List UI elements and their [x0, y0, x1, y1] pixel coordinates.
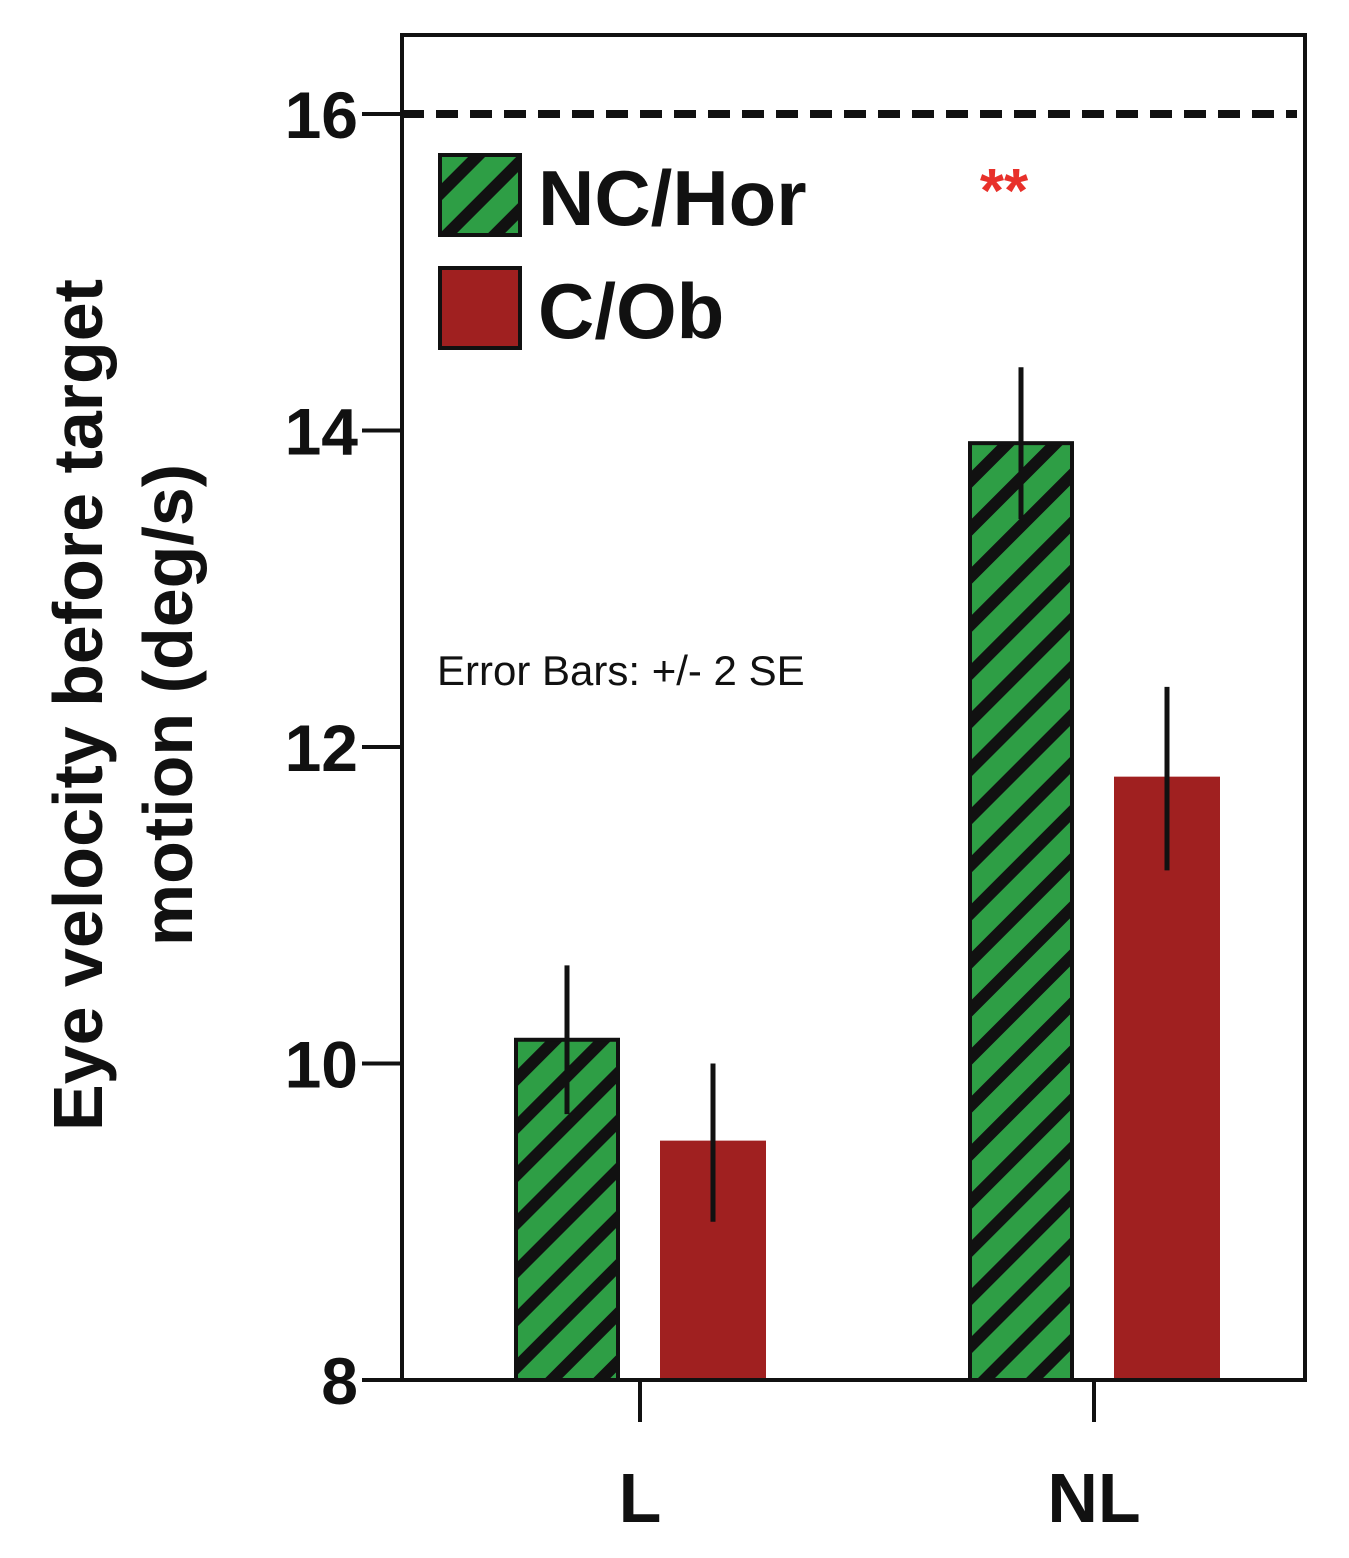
legend-swatch	[438, 266, 522, 350]
legend-label: NC/Hor	[538, 154, 807, 242]
x-category-label: NL	[1047, 1459, 1140, 1537]
y-tick-label: 12	[285, 711, 358, 785]
error-bars-note: Error Bars: +/- 2 SE	[437, 647, 805, 694]
y-axis-label: Eye velocity before target motion (deg/s)	[39, 279, 207, 1131]
y-axis-label-line-1: Eye velocity before target	[39, 279, 117, 1131]
bar-nc-hor-nl	[968, 441, 1074, 1383]
y-tick-label: 8	[321, 1344, 358, 1418]
significance-marker: **	[980, 157, 1029, 226]
plot-frame	[400, 33, 1307, 1382]
y-tick-label: 10	[285, 1028, 358, 1102]
x-category-label: L	[619, 1459, 662, 1537]
y-axis-label-line-2: motion (deg/s)	[129, 464, 207, 946]
legend-label: C/Ob	[538, 267, 724, 355]
y-tick-label: 16	[285, 78, 358, 152]
legend-swatch	[438, 153, 522, 237]
y-tick-label: 14	[285, 395, 359, 469]
